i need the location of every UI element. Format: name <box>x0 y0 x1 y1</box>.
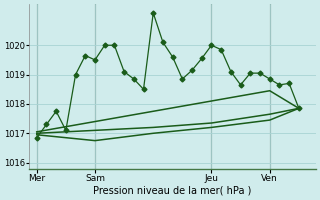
X-axis label: Pression niveau de la mer( hPa ): Pression niveau de la mer( hPa ) <box>93 186 252 196</box>
